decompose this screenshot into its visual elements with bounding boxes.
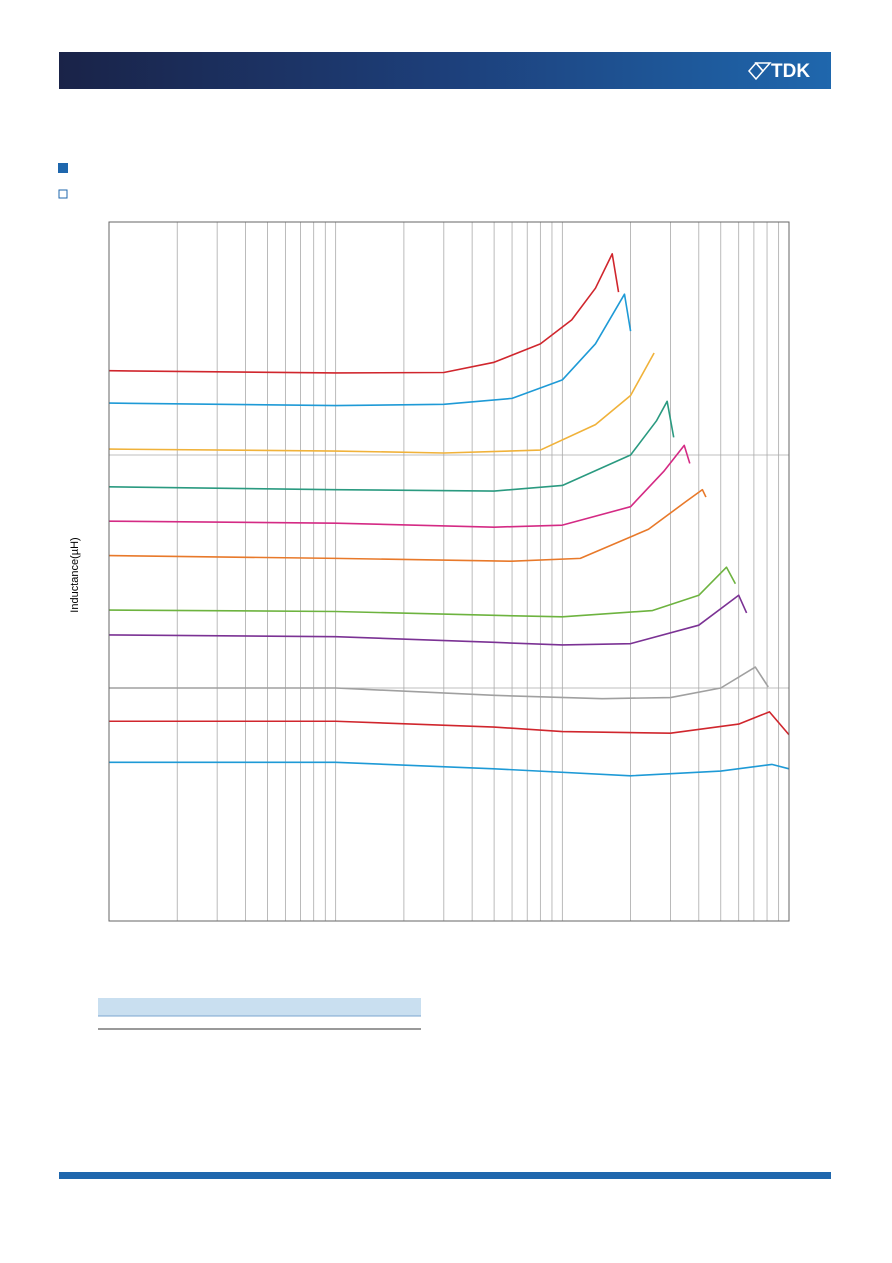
series-line — [108, 488, 707, 563]
logo: TDK — [771, 61, 810, 82]
plot-frame — [108, 221, 790, 922]
table-header — [98, 998, 421, 1016]
series-line — [109, 711, 790, 736]
header-bar — [59, 52, 831, 89]
y-axis-label: Inductance(µH) — [69, 537, 81, 612]
series-line — [109, 666, 769, 700]
series-line — [108, 253, 620, 374]
footer-bar — [59, 1172, 831, 1179]
series-line — [108, 293, 632, 407]
series-line — [108, 566, 737, 618]
bullet — [58, 189, 68, 199]
logo-icon — [748, 61, 772, 81]
series-line — [109, 761, 790, 777]
series-line — [108, 352, 655, 454]
bullet — [58, 163, 68, 173]
series-line — [108, 400, 675, 492]
plot — [108, 221, 790, 922]
series-line — [108, 444, 691, 528]
series-line — [108, 594, 748, 646]
